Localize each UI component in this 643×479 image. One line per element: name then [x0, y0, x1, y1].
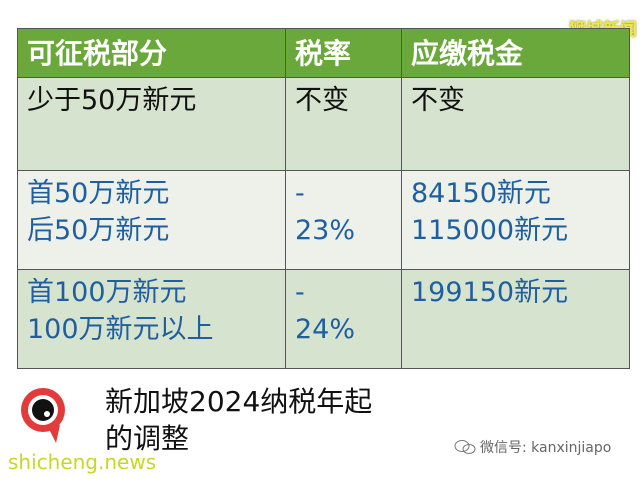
- cell-text: 首100万新元: [27, 277, 187, 308]
- cell-rate: - 24%: [285, 269, 402, 369]
- caption: 新加坡2024纳税年起 的调整: [105, 383, 372, 457]
- cell-text: 少于50万新元: [27, 85, 197, 116]
- wechat-watermark: 微信号: kanxinjiapo: [454, 437, 611, 457]
- site-watermark: shicheng.news: [8, 450, 157, 474]
- cell-rate: - 23%: [285, 170, 402, 270]
- table-header-row: 可征税部分 税率 应缴税金: [17, 28, 630, 78]
- cell-part: 首50万新元 后50万新元: [17, 170, 286, 270]
- cell-part: 首100万新元 100万新元以上: [17, 269, 286, 369]
- cell-part: 少于50万新元: [17, 77, 286, 171]
- cell-text: 后50万新元: [27, 215, 170, 246]
- wechat-label: 微信号: kanxinjiapo: [480, 440, 612, 456]
- header-taxable-part: 可征税部分: [17, 28, 286, 78]
- tax-table: 可征税部分 税率 应缴税金 少于50万新元 不变 不变 首50万新元 后50万新…: [17, 28, 630, 369]
- speech-bubble-logo-icon: [21, 388, 65, 443]
- cell-tax: 84150新元 115000新元: [401, 170, 630, 270]
- cell-text: 不变: [411, 85, 465, 116]
- header-rate: 税率: [285, 28, 402, 78]
- cell-text: 84150新元: [411, 178, 551, 209]
- caption-line: 新加坡2024纳税年起: [105, 385, 373, 418]
- table-row: 首50万新元 后50万新元 - 23% 84150新元 115000新元: [17, 170, 630, 270]
- cell-text: 23%: [295, 215, 356, 246]
- caption-line: 的调整: [105, 422, 190, 455]
- cell-text: 24%: [295, 314, 356, 345]
- table-row: 首100万新元 100万新元以上 - 24% 199150新元: [17, 269, 630, 369]
- cell-tax: 199150新元: [401, 269, 630, 369]
- cell-text: 不变: [295, 85, 349, 116]
- cell-text: -: [295, 178, 305, 209]
- cell-tax: 不变: [401, 77, 630, 171]
- cell-text: 首50万新元: [27, 178, 170, 209]
- cell-text: -: [295, 277, 305, 308]
- header-tax-payable: 应缴税金: [401, 28, 630, 78]
- cell-text: 199150新元: [411, 277, 569, 308]
- wechat-icon: [454, 440, 476, 454]
- cell-rate: 不变: [285, 77, 402, 171]
- cell-text: 115000新元: [411, 215, 569, 246]
- cell-text: 100万新元以上: [27, 314, 214, 345]
- table-row: 少于50万新元 不变 不变: [17, 77, 630, 171]
